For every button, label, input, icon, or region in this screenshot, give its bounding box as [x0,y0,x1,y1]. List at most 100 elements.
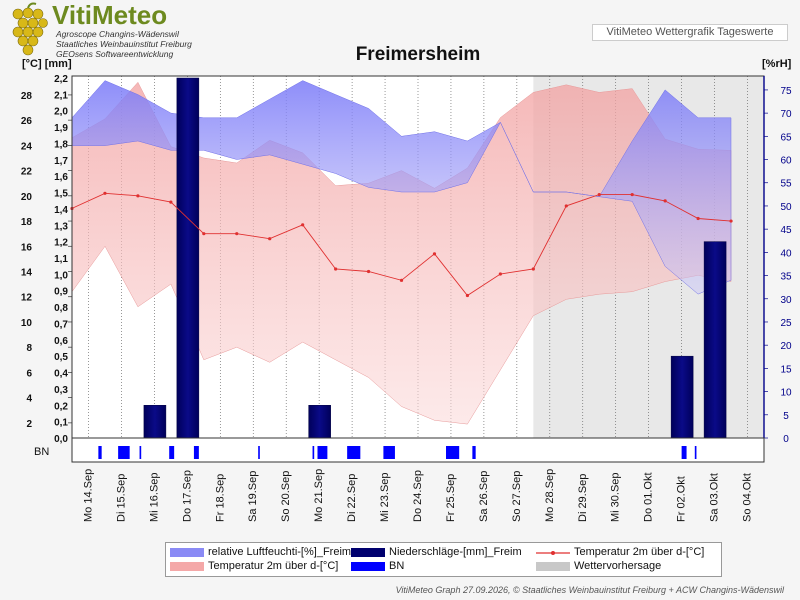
temperature-point [432,252,437,256]
humidity-tick-label: 55 [780,179,792,190]
temperature-point [366,269,371,274]
temperature-tick-label: 4 [26,394,32,405]
temperature-point [169,200,173,204]
legend-item-forecast: Wettervorhersage [536,560,661,572]
temperature-tick-label: 12 [21,293,33,304]
precipitation-swatch-icon [351,547,385,557]
temperature-point [498,272,502,276]
x-tick-label: Di 22.Sep [346,474,358,522]
x-tick-label: Fr 02.Okt [676,476,688,522]
x-tick-label: Do 01.Okt [643,472,655,522]
temperature-tick-label: 22 [21,167,33,178]
temperature-tick-label: 16 [21,242,33,253]
legend-item-temperature-range: Temperatur 2m über d-[°C] [170,560,338,572]
x-tick-label: Do 17.Sep [181,470,193,522]
logo-title: VitiMeteo [52,0,168,30]
bn-event-mark [681,446,687,459]
bn-swatch-icon [351,561,385,571]
grape-logo-icon [12,2,48,56]
bn-event-mark [139,446,142,459]
temperature-point [103,191,107,195]
precipitation-tick-label: 0,8 [54,303,68,314]
humidity-tick-label: 45 [780,225,792,236]
precipitation-tick-label: 2,1 [54,90,68,101]
precipitation-tick-label: 1,5 [54,189,68,200]
temperature-point [465,293,470,298]
bn-event-mark [169,446,175,459]
x-tick-label: So 04.Okt [742,473,754,522]
bn-event-mark [193,446,199,459]
logo-line-2: Staatliches Weinbauinstitut Freiburg [56,39,192,49]
humidity-range-area [71,80,732,295]
x-tick-label: Sa 19.Sep [247,471,259,522]
precipitation-tick-label: 0,4 [54,369,68,380]
bn-event-mark [472,446,476,459]
temperature-line-swatch-icon [536,550,570,555]
precipitation-tick-label: 1,2 [54,238,68,249]
temperature-tick-label: 2 [26,419,32,430]
left-axis-unit: [°C] [mm] [22,58,72,70]
x-tick-label: Do 24.Sep [412,470,424,522]
temperature-point [136,194,140,198]
precipitation-tick-label: 1,8 [54,139,68,150]
x-tick-label: Di 15.Sep [115,474,127,522]
temperature-point [268,237,272,241]
precipitation-bar [176,77,200,439]
legend: relative Luftfeuchti-[%]_Freim Niedersch… [165,542,722,577]
x-tick-label: Mi 30.Sep [610,472,622,522]
bn-event-mark [383,446,395,459]
temperature-tick-label: 6 [26,368,32,379]
bn-event-mark [118,446,130,459]
humidity-tick-label: 75 [780,86,792,97]
humidity-tick-label: 10 [780,388,792,399]
temperature-tick-label: 18 [21,217,33,228]
humidity-tick-label: 35 [780,272,792,283]
precipitation-tick-label: 2,0 [54,107,68,118]
legend-item-bn: BN [351,560,404,572]
precipitation-tick-label: 0,5 [54,352,68,363]
precipitation-tick-label: 0,0 [54,434,68,445]
temperature-point [399,278,404,282]
bn-event-mark [446,446,460,459]
x-tick-label: Fr 18.Sep [214,474,226,522]
precipitation-tick-label: 0,1 [54,418,68,429]
humidity-tick-label: 60 [780,156,792,167]
x-tick-label: So 27.Sep [511,471,523,522]
footer-credit: VitiMeteo Graph 27.09.2026, © Staatliche… [395,585,784,595]
bn-event-mark [694,446,697,459]
legend-item-precipitation: Niederschläge-[mm]_Freim [351,546,522,558]
temperature-point [235,232,239,236]
precipitation-tick-label: 1,9 [54,123,68,134]
temperature-tick-label: 10 [21,318,33,329]
temperature-point [597,192,601,197]
x-tick-label: Di 29.Sep [577,474,589,522]
bn-event-mark [258,446,260,459]
temperature-point [630,192,634,197]
precipitation-tick-label: 0,3 [54,385,68,396]
legend-label: relative Luftfeuchti-[%]_Freim [208,546,352,558]
humidity-tick-label: 0 [783,434,789,445]
x-tick-label: So 20.Sep [280,471,292,522]
humidity-tick-label: 5 [783,411,789,422]
x-tick-label: Mi 16.Sep [148,472,160,522]
x-tick-label: Mi 23.Sep [379,472,391,522]
x-tick-label: Mo 28.Sep [544,469,556,522]
humidity-tick-label: 50 [780,202,792,213]
humidity-tick-label: 40 [780,248,792,259]
temperature-point [729,219,733,223]
x-tick-label: Mo 21.Sep [313,469,325,522]
precipitation-tick-label: 1,6 [54,172,68,183]
temperature-point [301,223,305,227]
humidity-tick-label: 25 [780,318,792,329]
temperature-point [334,267,338,271]
x-tick-label: Sa 26.Sep [478,471,490,522]
logo: VitiMeteo Agroscope Changins-Wädenswil S… [6,0,196,60]
temperature-tick-label: 28 [21,91,33,102]
precipitation-bar [308,405,331,439]
temperature-point [696,216,700,221]
humidity-tick-label: 15 [780,364,792,375]
x-tick-label: Mo 14.Sep [83,469,95,522]
temperature-tick-label: 20 [21,192,33,203]
legend-label: Wettervorhersage [574,560,662,572]
humidity-tick-label: 30 [780,295,792,306]
